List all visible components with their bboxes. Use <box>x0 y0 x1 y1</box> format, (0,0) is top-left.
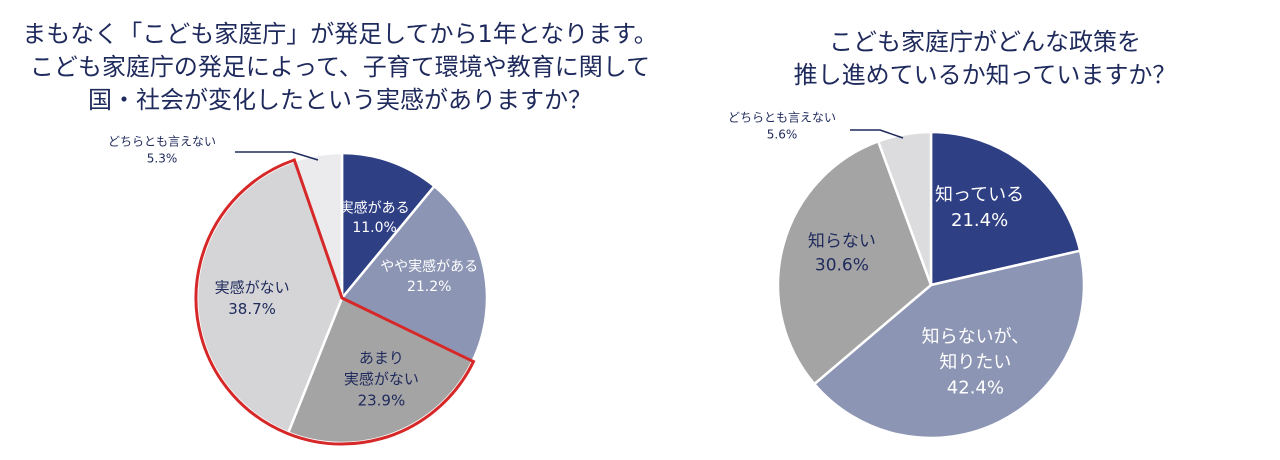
slice-label-text: どちらとも言えない <box>108 135 216 149</box>
chart-panel-policy-knowledge: こども家庭庁がどんな政策を 推し進めているか知っていますか？ 知っている 21.4… <box>690 0 1280 460</box>
slice-label-text: 知りたい <box>939 352 1011 373</box>
slice-label-text: 知らない <box>808 231 876 251</box>
pie-slice <box>876 130 933 286</box>
slice-value-label: 11.0% <box>352 220 396 236</box>
slice-label-text: 知らないが、 <box>922 327 1030 348</box>
slice-value-label: 5.6% <box>767 128 798 142</box>
slice-label-text: 実感がある <box>340 199 410 216</box>
slice-value-label: 21.4% <box>951 210 1008 231</box>
slice-labels: 知っている 21.4% 知らないが、知りたい 42.4% 知らない 30.6% どちらとも言… <box>728 111 1029 399</box>
slice-value-label: 21.2% <box>407 279 451 295</box>
pie-slice <box>929 130 1082 287</box>
chart-title-line: こども家庭庁の発足によって、子育て環境や教育に関して <box>29 53 651 81</box>
chart-title: こども家庭庁がどんな政策を 推し進めているか知っていますか？ <box>690 26 1280 92</box>
chart-title-line: こども家庭庁がどんな政策を <box>829 28 1141 56</box>
leader-line <box>235 151 319 161</box>
slice-value-label: 30.6% <box>815 256 869 276</box>
slice-labels: 実感がある11.0%やや実感がある21.2%あまり実感がない23.9%実感がない… <box>108 135 478 410</box>
chart-title: まもなく「こども家庭庁」が発足してから1年となります。 こども家庭庁の発足によっ… <box>0 18 680 117</box>
slice-label-text: 知っている <box>935 185 1024 206</box>
slice-value-label: 23.9% <box>358 391 406 409</box>
slice-label-text: やや実感がある <box>380 258 478 275</box>
pie-slice <box>340 151 437 302</box>
chart-title-line: 国・社会が変化したという実感がありますか？ <box>88 86 592 114</box>
slice-label-text: 実感がない <box>215 279 290 297</box>
chart-panel-awareness-change: まもなく「こども家庭庁」が発足してから1年となります。 こども家庭庁の発足によっ… <box>0 18 680 446</box>
pie-chart: 知っている 21.4% 知らないが、知りたい 42.4% 知らない 30.6% どちらとも言… <box>728 111 1086 440</box>
highlight-outline <box>194 158 476 446</box>
leader-line <box>850 129 904 139</box>
slice-label-text: 実感がない <box>344 370 419 388</box>
pie-slices <box>776 130 1086 440</box>
slice-value-label: 38.7% <box>228 300 276 318</box>
pie-slice <box>776 139 933 386</box>
slice-label-text: あまり <box>359 349 404 367</box>
pie-slice <box>812 249 1086 440</box>
pie-slices <box>195 151 489 445</box>
pie-slice <box>340 184 489 363</box>
slice-value-label: 5.3% <box>147 152 178 166</box>
chart-title-line: まもなく「こども家庭庁」が発足してから1年となります。 <box>22 20 658 48</box>
pie-chart: 実感がある11.0%やや実感がある21.2%あまり実感がない23.9%実感がない… <box>108 135 489 446</box>
chart-title-line: 推し進めているか知っていますか？ <box>793 61 1177 89</box>
slice-label-text: どちらとも言えない <box>728 111 836 125</box>
slice-value-label: 42.4% <box>947 378 1004 399</box>
